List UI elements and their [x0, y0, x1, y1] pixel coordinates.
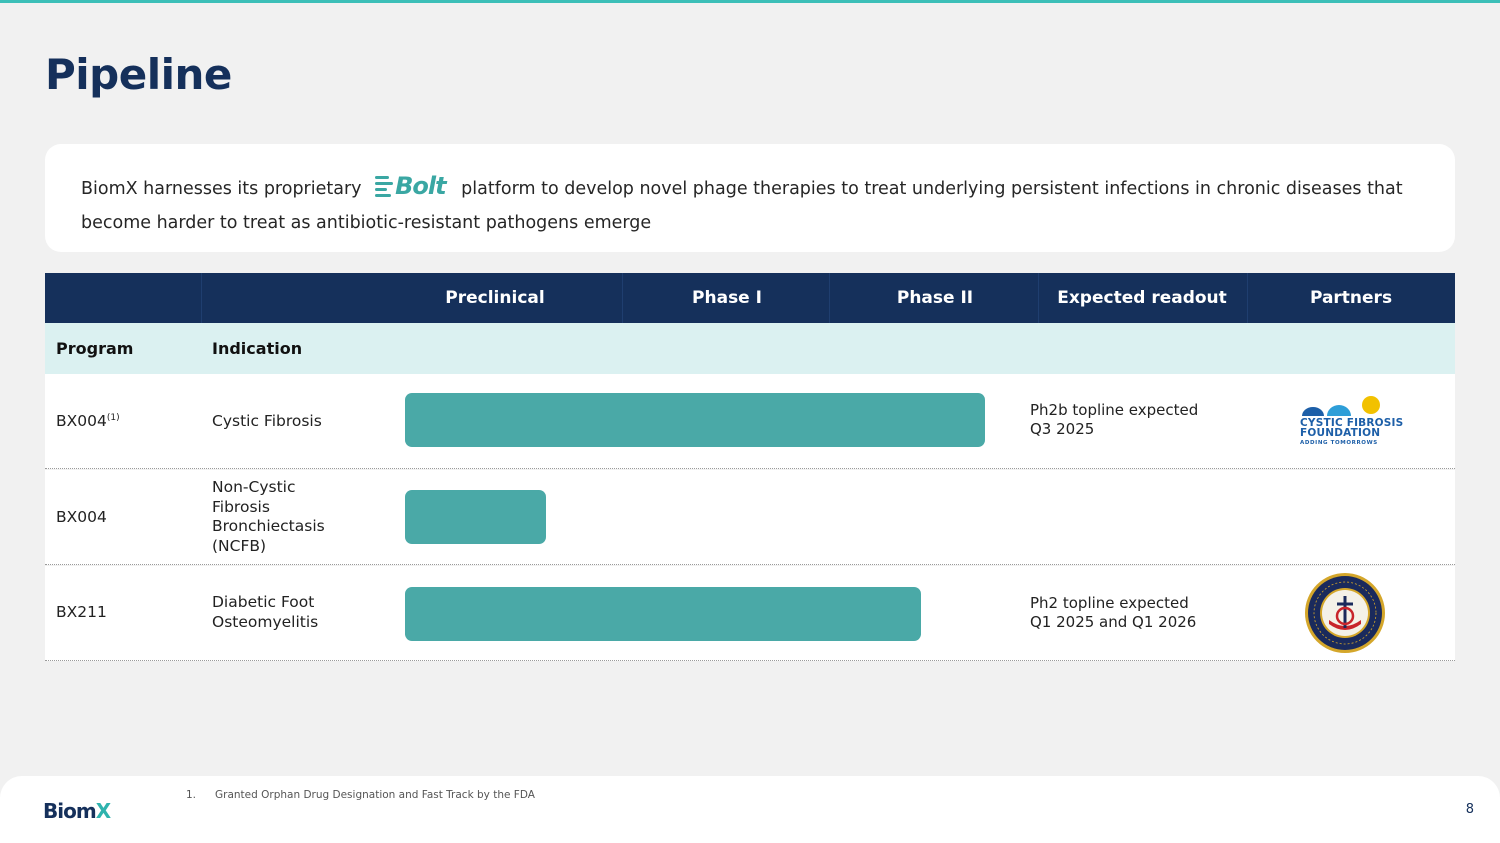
program-name: BX004(1) — [56, 412, 120, 430]
progress-bar — [405, 587, 921, 641]
table-row: BX211 Diabetic Foot Osteomyelitis Ph2 to… — [45, 566, 1455, 661]
cff-tagline: ADDING TOMORROWS — [1300, 440, 1378, 446]
header-phase-2: Phase II — [896, 288, 974, 308]
expected-readout: Ph2b topline expected Q3 2025 — [1030, 401, 1199, 438]
table-row: BX004(1) Cystic Fibrosis Ph2b topline ex… — [45, 374, 1455, 469]
bolt-speed-lines-icon — [375, 175, 394, 197]
header-divider — [622, 273, 623, 323]
page-number: 8 — [1465, 802, 1474, 817]
page-title: Pipeline — [45, 50, 232, 99]
indication: Diabetic Foot Osteomyelitis — [212, 593, 319, 631]
cff-name: CYSTIC FIBROSIS FOUNDATION — [1300, 417, 1404, 439]
header-partners: Partners — [1309, 288, 1393, 308]
table-header: Preclinical Phase I Phase II Expected re… — [45, 273, 1455, 323]
header-expected-readout: Expected readout — [1057, 288, 1227, 308]
program-name: BX004 — [56, 508, 107, 526]
top-accent-line — [0, 0, 1500, 3]
program-name: BX211 — [56, 603, 107, 621]
intro-card: BiomX harnesses its proprietary Bolt pla… — [45, 144, 1455, 252]
header-divider — [829, 273, 830, 323]
intro-text-after: platform to develop novel phage therapie… — [81, 179, 1403, 233]
cff-dots-icon — [1302, 396, 1380, 416]
naval-medical-research-seal-icon — [1305, 573, 1385, 653]
table-row: BX004 Non-Cystic Fibrosis Bronchiectasis… — [45, 470, 1455, 565]
subheader-program: Program — [56, 339, 134, 358]
footnote-text: Granted Orphan Drug Designation and Fast… — [215, 789, 535, 801]
biomx-logo: BiomX — [43, 799, 111, 823]
expected-readout: Ph2 topline expected Q1 2025 and Q1 2026 — [1030, 594, 1197, 631]
bolt-logo: Bolt — [375, 172, 447, 200]
table-subheader: Program Indication — [45, 323, 1455, 374]
header-divider — [201, 273, 202, 323]
footer: BiomX 1. Granted Orphan Drug Designation… — [0, 776, 1500, 843]
header-divider — [1247, 273, 1248, 323]
indication: Cystic Fibrosis — [212, 412, 322, 430]
header-preclinical: Preclinical — [445, 288, 545, 308]
header-phase-1: Phase I — [692, 288, 762, 308]
subheader-indication: Indication — [212, 339, 303, 358]
progress-bar — [405, 490, 546, 544]
indication: Non-Cystic Fibrosis Bronchiectasis (NCFB… — [212, 478, 325, 555]
bolt-logo-wordmark: Bolt — [395, 172, 446, 200]
footnote-number: 1. — [186, 789, 197, 801]
cystic-fibrosis-foundation-logo: CYSTIC FIBROSIS FOUNDATION ADDING TOMORR… — [1300, 396, 1410, 448]
header-divider — [1038, 273, 1039, 323]
progress-bar — [405, 393, 985, 447]
intro-text-before: BiomX harnesses its proprietary — [81, 179, 362, 199]
